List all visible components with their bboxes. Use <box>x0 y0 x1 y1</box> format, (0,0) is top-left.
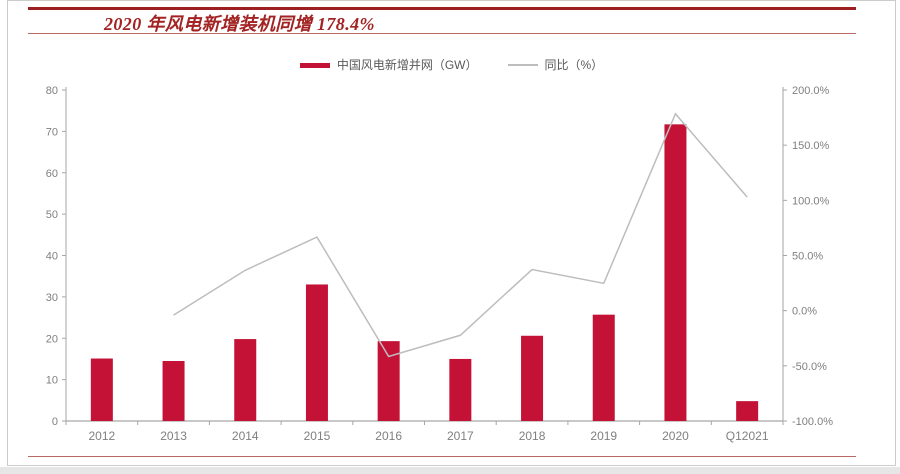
bar-2013 <box>162 361 185 421</box>
x-axis-label-2020: 2020 <box>662 429 689 443</box>
right-axis-tick-label: 200.0% <box>792 85 830 97</box>
bar-2014 <box>234 339 257 421</box>
right-axis-tick-label: 100.0% <box>792 195 830 207</box>
bottom-rule <box>28 456 856 457</box>
right-axis-tick-label: 50.0% <box>792 251 823 263</box>
left-axis-tick-label: 20 <box>46 333 58 345</box>
x-axis-label-Q12021: Q12021 <box>726 429 769 443</box>
page-bottom-edge <box>0 467 900 474</box>
chart-title: 2020 年风电新增装机同增 178.4% <box>104 14 375 34</box>
right-axis-tick-label: 150.0% <box>792 140 830 152</box>
x-axis-label-2013: 2013 <box>160 429 187 443</box>
bar-2020 <box>664 124 687 421</box>
line-series-swatch-icon <box>507 64 538 66</box>
left-axis-tick-label: 10 <box>46 375 58 387</box>
bar-2016 <box>377 341 400 421</box>
chart-plot-area: 0 10 20 30 40 50 60 70 80 -100.0% -50.0% 0.0% 50.0% 1… <box>46 85 833 443</box>
line-series-label: 同比（%） <box>544 58 604 72</box>
left-axis-tick-label: 40 <box>46 251 58 263</box>
x-axis-label-2019: 2019 <box>590 429 617 443</box>
left-axis-tick-label: 50 <box>46 209 58 221</box>
x-axis-label-2016: 2016 <box>375 429 402 443</box>
left-axis-tick-label: 60 <box>46 168 58 180</box>
yoy-line <box>173 112 748 358</box>
bar-2019 <box>592 314 615 421</box>
bar-series-label: 中国风电新增并网（GW） <box>336 58 478 72</box>
right-axis-tick-label: -100.0% <box>792 416 833 428</box>
chart-legend: 中国风电新增并网（GW） 同比（%） <box>8 58 895 72</box>
right-axis-tick-label: 0.0% <box>792 306 817 318</box>
title-top-rule <box>28 7 856 10</box>
x-axis-label-2012: 2012 <box>88 429 115 443</box>
bar-2015 <box>305 284 328 421</box>
left-axis-tick-label: 30 <box>46 292 58 304</box>
left-axis-tick-label: 70 <box>46 126 58 138</box>
legend-item-bar-series: 中国风电新增并网（GW） <box>299 58 478 72</box>
bar-2017 <box>449 358 472 421</box>
title-underline-rule <box>28 33 856 34</box>
bar-2018 <box>521 335 544 421</box>
x-axis-label-2018: 2018 <box>519 429 546 443</box>
bar-Q12021 <box>736 401 759 421</box>
right-axis-tick-label: -50.0% <box>792 361 827 373</box>
x-axis-label-2017: 2017 <box>447 429 474 443</box>
bar-series-swatch-icon <box>299 62 330 68</box>
bar-2012 <box>90 358 113 421</box>
chart-card: 2020 年风电新增装机同增 178.4% 中国风电新增并网（GW） 同比（%）… <box>7 0 896 466</box>
left-axis-tick-label: 0 <box>52 416 58 428</box>
left-axis-tick-label: 80 <box>46 85 58 97</box>
legend-item-line-series: 同比（%） <box>507 58 604 72</box>
x-axis-label-2015: 2015 <box>304 429 331 443</box>
x-axis-label-2014: 2014 <box>232 429 259 443</box>
